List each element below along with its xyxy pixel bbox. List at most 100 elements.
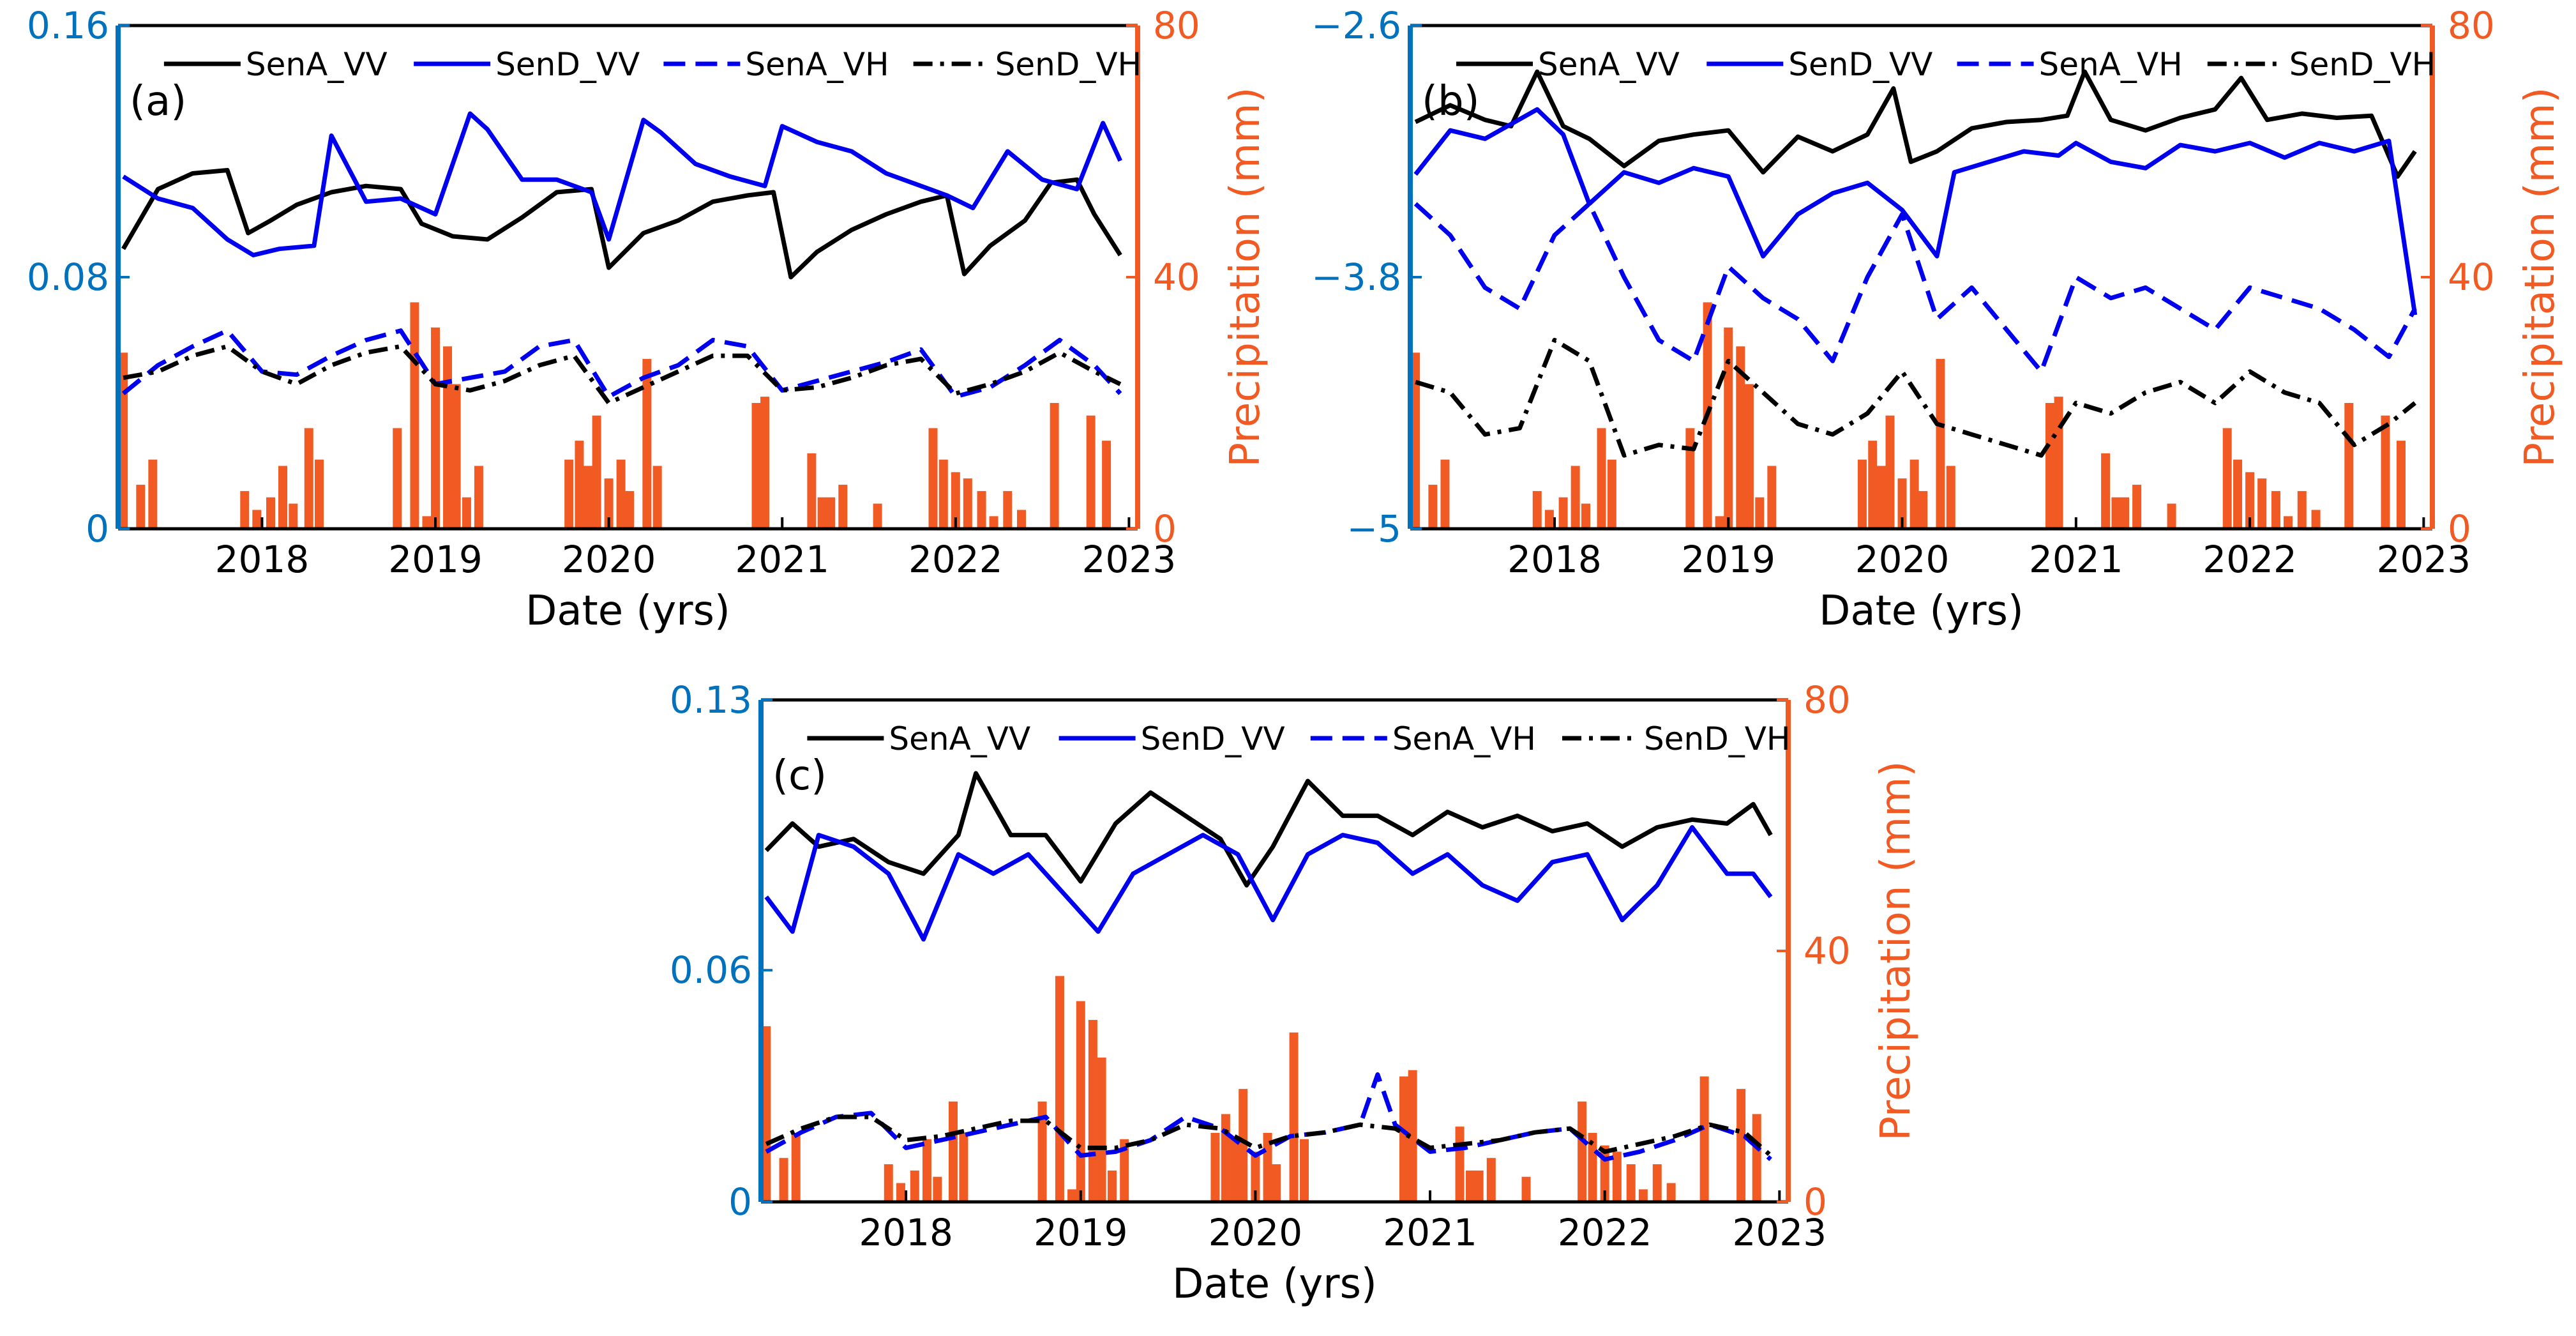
precip-bar bbox=[1097, 1058, 1106, 1202]
precip-bar bbox=[896, 1183, 905, 1202]
precip-bar bbox=[1666, 1183, 1676, 1202]
precip-bar bbox=[2297, 490, 2307, 529]
x-tick-label: 2020 bbox=[562, 538, 656, 581]
y-tick-label-right: 0 bbox=[2448, 507, 2471, 550]
precip-bar bbox=[762, 1026, 771, 1202]
x-tick-label: 2018 bbox=[1507, 538, 1602, 581]
y-tick-label-left: −2.6 bbox=[1311, 4, 1401, 47]
precip-bar bbox=[1752, 1114, 1761, 1202]
precip-bar bbox=[1399, 1076, 1408, 1202]
precip-bar bbox=[431, 327, 441, 529]
precip-bar bbox=[1003, 490, 1013, 529]
panel-a: 2018 2019 2020 2021 2022 202300.080.1604080Da… bbox=[27, 4, 1269, 635]
precip-bar bbox=[817, 497, 827, 529]
panel-label: (a) bbox=[130, 78, 186, 125]
y-tick-label-left: 0.16 bbox=[27, 4, 109, 47]
x-tick-label: 2019 bbox=[1034, 1211, 1128, 1254]
precip-bar bbox=[564, 459, 574, 529]
precip-bar bbox=[2381, 415, 2390, 529]
precip-bar bbox=[1699, 1076, 1709, 1202]
precip-bar bbox=[1037, 1101, 1047, 1202]
legend-label: SenA_VV bbox=[889, 720, 1030, 757]
precip-bar bbox=[2054, 397, 2063, 529]
y-tick-label-right: 0 bbox=[1153, 507, 1177, 550]
x-axis-label: Date (yrs) bbox=[1819, 588, 2024, 635]
y-tick-label-right: 80 bbox=[2448, 4, 2495, 47]
precip-bar bbox=[779, 1158, 788, 1202]
precip-bar bbox=[1936, 359, 1945, 529]
precipitation-bars bbox=[762, 976, 1761, 1202]
x-tick-label: 2021 bbox=[2029, 538, 2123, 581]
precip-bar bbox=[1544, 510, 1554, 529]
y-axis-label-right: Precipitation (mm) bbox=[1222, 87, 1269, 467]
precip-bar bbox=[410, 302, 419, 529]
precip-bar bbox=[1076, 1001, 1085, 1202]
legend: SenA_VV SenD_VV SenA_VH SenD_VH bbox=[1456, 46, 2436, 83]
y-tick-label-right: 40 bbox=[1804, 929, 1851, 973]
precip-bar bbox=[951, 472, 960, 529]
precip-bar bbox=[760, 397, 770, 529]
x-tick-label: 2019 bbox=[388, 538, 483, 581]
x-tick-label: 2023 bbox=[1082, 538, 1177, 581]
y-tick-label-left: 0.08 bbox=[27, 255, 109, 299]
precip-bar bbox=[1626, 1164, 1636, 1202]
precip-bar bbox=[1120, 1139, 1129, 1202]
precip-bar bbox=[910, 1170, 919, 1202]
x-axis-label: Date (yrs) bbox=[525, 588, 730, 635]
legend-label: SenA_VH bbox=[1392, 720, 1536, 757]
precip-bar bbox=[1558, 497, 1568, 529]
panel-b: 2018 2019 2020 2021 2022 2023 −5 −3.8 −2.6 0 40 80 D… bbox=[1311, 4, 2564, 635]
precip-bar bbox=[959, 1132, 968, 1202]
precip-bar bbox=[289, 503, 298, 529]
series-line-sena-vv bbox=[121, 168, 1122, 280]
precip-bar bbox=[1088, 1020, 1097, 1202]
series-line-sena-vh bbox=[765, 1072, 1772, 1162]
x-tick-label: 2023 bbox=[1733, 1211, 1827, 1254]
precip-bar bbox=[2396, 441, 2406, 529]
y-tick-label-right: 40 bbox=[2448, 255, 2495, 299]
precip-bar bbox=[1607, 459, 1616, 529]
legend-label: SenD_VV bbox=[495, 46, 640, 83]
precip-bar bbox=[1486, 1158, 1496, 1202]
series-line-sena-vv bbox=[764, 771, 1773, 888]
precip-bar bbox=[2045, 403, 2054, 529]
precip-bar bbox=[2167, 503, 2176, 529]
precip-bar bbox=[1239, 1089, 1248, 1202]
precip-bar bbox=[1455, 1127, 1465, 1202]
precip-bar bbox=[1868, 441, 1878, 529]
precip-bar bbox=[884, 1164, 893, 1202]
precip-bar bbox=[1428, 485, 1438, 529]
precip-bar bbox=[1532, 490, 1542, 529]
precip-bar bbox=[1581, 503, 1591, 529]
precip-bar bbox=[604, 478, 614, 529]
precip-bar bbox=[1946, 466, 1955, 529]
precipitation-bars bbox=[119, 302, 1111, 529]
precip-bar bbox=[1086, 415, 1096, 529]
precip-bar bbox=[1755, 497, 1765, 529]
x-tick-label: 2021 bbox=[1383, 1211, 1477, 1254]
legend-label: SenD_VH bbox=[2289, 46, 2436, 83]
precip-bar bbox=[1210, 1132, 1220, 1202]
x-tick-label: 2020 bbox=[1209, 1211, 1303, 1254]
precip-bar bbox=[1588, 1132, 1597, 1202]
precip-bar bbox=[1652, 1164, 1662, 1202]
precip-bar bbox=[933, 1176, 942, 1202]
precip-bar bbox=[1578, 1101, 1587, 1202]
precip-bar bbox=[826, 497, 836, 529]
precip-bar bbox=[278, 466, 288, 529]
precip-bar bbox=[807, 453, 817, 529]
precip-bar bbox=[625, 490, 635, 529]
precip-bar bbox=[1230, 1139, 1239, 1202]
series-line-send-vv bbox=[764, 825, 1773, 942]
precip-bar bbox=[1909, 459, 1919, 529]
precip-bar bbox=[2101, 453, 2111, 529]
legend: SenA_VV SenD_VV SenA_VH SenD_VH bbox=[807, 720, 1791, 757]
panel-c: 2018 2019 2020 2021 2022 202300.060.1304080Da… bbox=[670, 678, 1920, 1308]
series-line-send-vh bbox=[123, 344, 1122, 406]
precip-bar bbox=[642, 359, 652, 529]
precip-bar bbox=[1411, 353, 1420, 529]
precip-bar bbox=[1736, 1089, 1746, 1202]
legend: SenA_VV SenD_VV SenA_VH SenD_VH bbox=[163, 46, 1141, 83]
series-line-send-vh bbox=[765, 1114, 1772, 1158]
